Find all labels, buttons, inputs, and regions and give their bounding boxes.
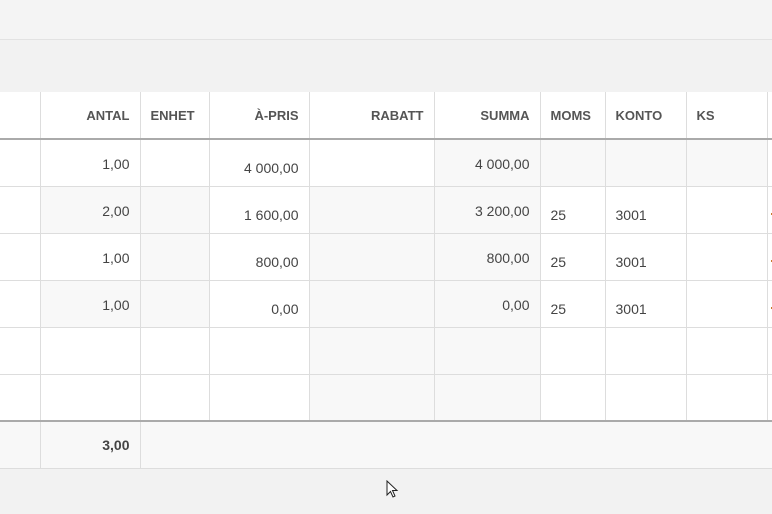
col-header-enhet[interactable]: ENHET bbox=[140, 92, 210, 140]
cell-konto[interactable]: 3001 bbox=[605, 186, 687, 234]
table-row[interactable] bbox=[0, 327, 772, 375]
mouse-cursor-icon bbox=[386, 480, 399, 498]
table-row[interactable]: 1,00 4 000,00 4 000,00 bbox=[0, 139, 772, 187]
cell-ks[interactable] bbox=[686, 186, 768, 234]
cell-summa[interactable]: 800,00 bbox=[434, 233, 541, 281]
cell-more bbox=[767, 233, 772, 281]
cell-enhet[interactable] bbox=[140, 186, 210, 234]
cell-ks[interactable] bbox=[686, 374, 768, 422]
cell-apris[interactable] bbox=[209, 327, 310, 375]
footer-rest bbox=[140, 420, 772, 469]
cell-enhet[interactable] bbox=[140, 327, 210, 375]
footer-blank bbox=[0, 420, 41, 469]
cell-ks[interactable] bbox=[686, 327, 768, 375]
cell-apris[interactable]: 1 600,00 bbox=[209, 186, 310, 234]
cell-blank bbox=[0, 139, 41, 187]
row-menu-icon[interactable] bbox=[770, 212, 772, 215]
cell-apris[interactable]: 0,00 bbox=[209, 280, 310, 328]
cell-blank bbox=[0, 280, 41, 328]
cell-ks[interactable] bbox=[686, 139, 768, 187]
cell-moms[interactable]: 25 bbox=[540, 233, 606, 281]
cell-blank bbox=[0, 374, 41, 422]
col-header-rabatt[interactable]: RABATT bbox=[309, 92, 435, 140]
col-header-antal[interactable]: ANTAL bbox=[40, 92, 141, 140]
cell-more bbox=[767, 139, 772, 187]
cell-moms[interactable] bbox=[540, 327, 606, 375]
table-row[interactable]: 1,00 0,00 0,00 25 3001 bbox=[0, 280, 772, 328]
footer-antal-total: 3,00 bbox=[40, 420, 141, 469]
cell-antal[interactable]: 1,00 bbox=[40, 139, 141, 187]
cell-more bbox=[767, 186, 772, 234]
cell-antal[interactable]: 1,00 bbox=[40, 280, 141, 328]
table-row[interactable]: 2,00 1 600,00 3 200,00 25 3001 bbox=[0, 186, 772, 234]
cell-antal[interactable] bbox=[40, 327, 141, 375]
cell-antal[interactable]: 1,00 bbox=[40, 233, 141, 281]
cell-more bbox=[767, 280, 772, 328]
col-header-summa[interactable]: SUMMA bbox=[434, 92, 541, 140]
cell-apris[interactable]: 800,00 bbox=[209, 233, 310, 281]
col-header-more bbox=[767, 92, 772, 140]
table-header: ANTAL ENHET À-PRIS RABATT SUMMA MOMS KON… bbox=[0, 92, 772, 140]
cell-ks[interactable] bbox=[686, 233, 768, 281]
cell-more bbox=[767, 327, 772, 375]
cell-blank bbox=[0, 233, 41, 281]
cell-rabatt[interactable] bbox=[309, 233, 435, 281]
cell-konto[interactable]: 3001 bbox=[605, 233, 687, 281]
row-menu-icon[interactable] bbox=[770, 306, 772, 309]
cell-rabatt[interactable] bbox=[309, 186, 435, 234]
cell-konto[interactable]: 3001 bbox=[605, 280, 687, 328]
row-menu-icon[interactable] bbox=[770, 259, 772, 262]
cell-antal[interactable]: 2,00 bbox=[40, 186, 141, 234]
col-header-moms[interactable]: MOMS bbox=[540, 92, 606, 140]
cell-more bbox=[767, 374, 772, 422]
cell-summa[interactable]: 0,00 bbox=[434, 280, 541, 328]
cell-summa[interactable] bbox=[434, 327, 541, 375]
col-header-blank bbox=[0, 92, 41, 140]
cell-ks[interactable] bbox=[686, 280, 768, 328]
cell-moms[interactable] bbox=[540, 374, 606, 422]
cell-konto[interactable] bbox=[605, 327, 687, 375]
cell-blank bbox=[0, 186, 41, 234]
cell-rabatt[interactable] bbox=[309, 374, 435, 422]
top-toolbar bbox=[0, 0, 772, 40]
cell-enhet[interactable] bbox=[140, 139, 210, 187]
cell-antal[interactable] bbox=[40, 374, 141, 422]
cell-rabatt[interactable] bbox=[309, 327, 435, 375]
table-row[interactable]: 1,00 800,00 800,00 25 3001 bbox=[0, 233, 772, 281]
cell-enhet[interactable] bbox=[140, 374, 210, 422]
col-header-apris[interactable]: À-PRIS bbox=[209, 92, 310, 140]
secondary-toolbar bbox=[0, 40, 772, 92]
cell-moms[interactable] bbox=[540, 139, 606, 187]
invoice-lines-table: ANTAL ENHET À-PRIS RABATT SUMMA MOMS KON… bbox=[0, 92, 772, 469]
cell-moms[interactable]: 25 bbox=[540, 186, 606, 234]
cell-summa[interactable]: 3 200,00 bbox=[434, 186, 541, 234]
cell-summa[interactable] bbox=[434, 374, 541, 422]
cell-enhet[interactable] bbox=[140, 233, 210, 281]
cell-apris[interactable]: 4 000,00 bbox=[209, 139, 310, 187]
cell-blank bbox=[0, 327, 41, 375]
cell-summa[interactable]: 4 000,00 bbox=[434, 139, 541, 187]
col-header-konto[interactable]: KONTO bbox=[605, 92, 687, 140]
table-row[interactable] bbox=[0, 374, 772, 422]
cell-konto[interactable] bbox=[605, 139, 687, 187]
cell-rabatt[interactable] bbox=[309, 280, 435, 328]
cell-rabatt[interactable] bbox=[309, 139, 435, 187]
table-footer: 3,00 bbox=[0, 420, 772, 469]
col-header-ks[interactable]: KS bbox=[686, 92, 768, 140]
cell-moms[interactable]: 25 bbox=[540, 280, 606, 328]
cell-enhet[interactable] bbox=[140, 280, 210, 328]
cell-konto[interactable] bbox=[605, 374, 687, 422]
cell-apris[interactable] bbox=[209, 374, 310, 422]
